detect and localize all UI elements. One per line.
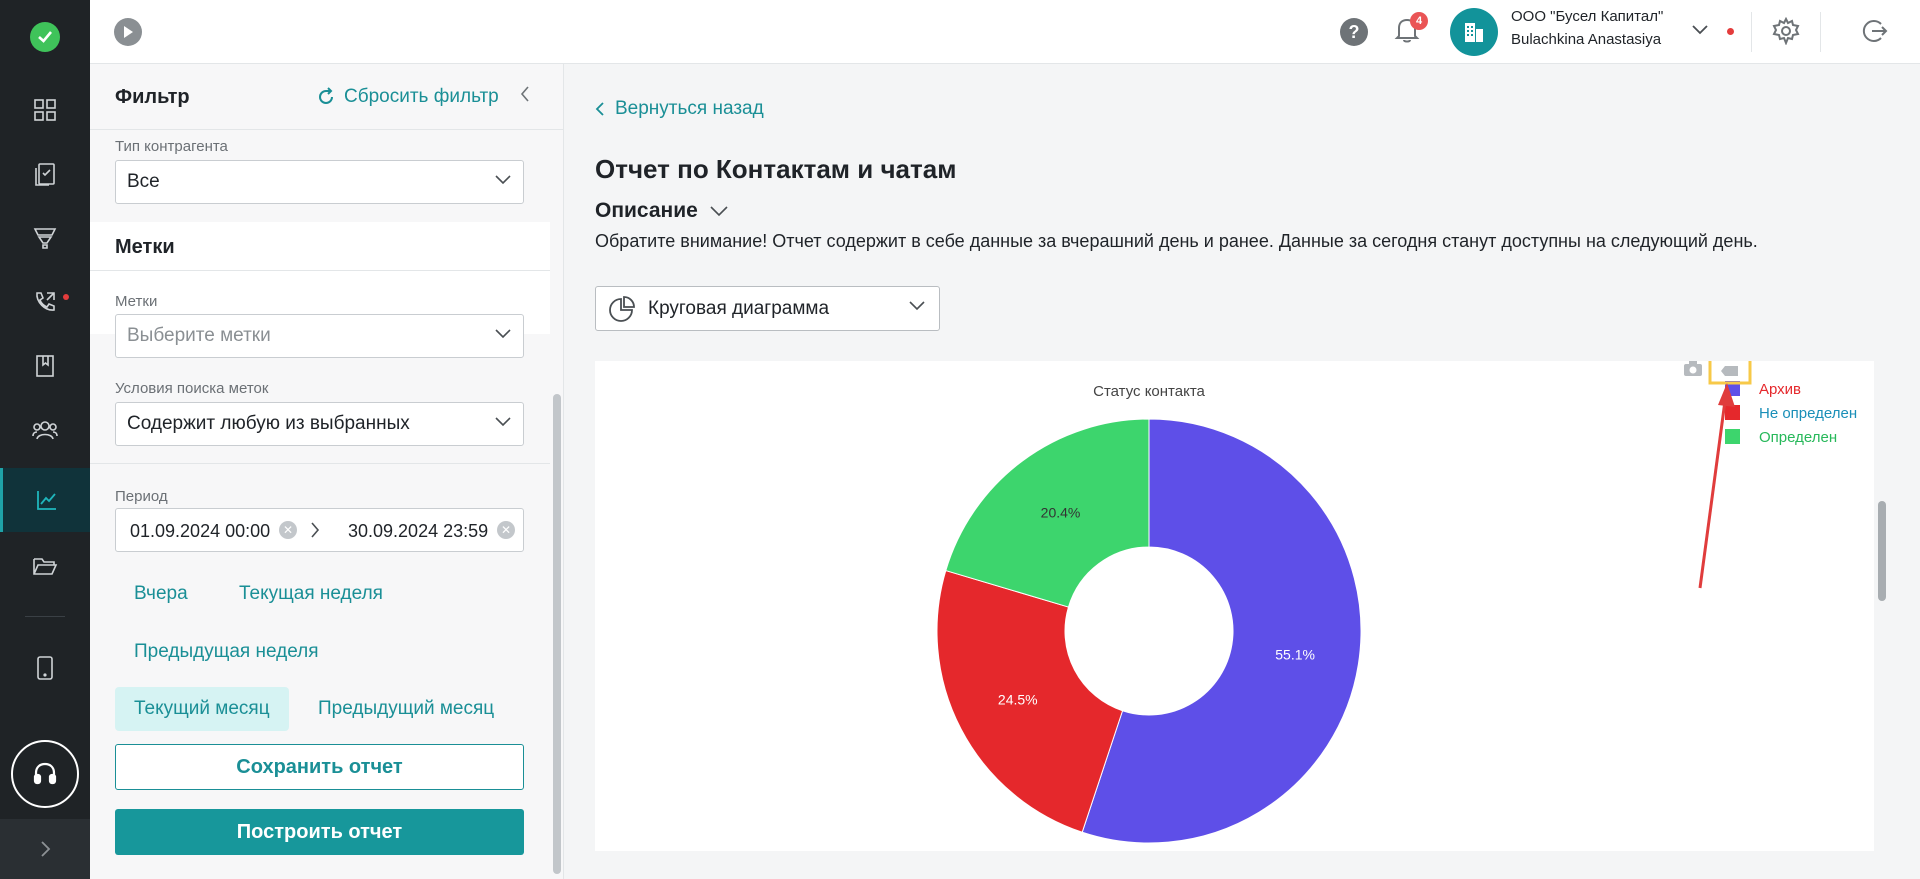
main-content: Вернуться назад Отчет по Контактам и чат… <box>565 64 1920 879</box>
chart-type-select[interactable]: Круговая диаграмма <box>595 286 940 331</box>
clear-from-icon[interactable]: ✕ <box>279 521 297 539</box>
slice-value-label: 20.4% <box>1041 504 1081 520</box>
filter-header: Фильтр Сбросить фильтр <box>90 64 564 130</box>
headset-icon[interactable] <box>11 740 79 808</box>
refresh-icon <box>319 87 333 104</box>
bell-icon[interactable]: 4 <box>1394 12 1428 48</box>
period-label: Период <box>115 488 168 505</box>
chart-card: Статус контакта 55.1% 24.5% 20.4% Архив Не … <box>595 347 1874 851</box>
reset-filter-button[interactable]: Сбросить фильтр <box>316 86 499 108</box>
annotation-arrow <box>1698 383 1735 589</box>
user-name[interactable]: Bulachkina Anastasiya <box>1511 31 1662 48</box>
rail-divider <box>25 616 65 617</box>
legend-swatch[interactable] <box>1725 405 1740 420</box>
tags-section-title: Метки <box>115 236 175 258</box>
tablet-icon[interactable] <box>0 636 90 700</box>
quick-period-yesterday[interactable]: Вчера <box>134 583 188 604</box>
counterparty-type-value: Все <box>127 171 160 192</box>
counterparty-type-label: Тип контрагента <box>115 138 228 155</box>
quick-period-current-month[interactable]: Текущий месяц <box>115 687 289 731</box>
legend-swatch[interactable] <box>1725 429 1740 444</box>
chevron-left-icon[interactable] <box>520 86 530 107</box>
company-name[interactable]: ООО "Бусел Капитал" <box>1511 8 1664 25</box>
section-divider <box>90 270 550 271</box>
camera-icon[interactable] <box>1684 361 1702 376</box>
users-icon[interactable] <box>0 398 90 462</box>
legend-label[interactable]: Архив <box>1759 381 1801 398</box>
chart-title: Статус контакта <box>1093 383 1205 400</box>
phone-icon[interactable] <box>0 270 90 334</box>
analytics-icon[interactable] <box>0 468 90 532</box>
help-icon[interactable]: ? <box>1340 18 1368 46</box>
folder-icon[interactable] <box>0 534 90 598</box>
clear-to-icon[interactable]: ✕ <box>497 521 515 539</box>
description-toggle[interactable]: Описание <box>595 199 728 223</box>
period-range-input[interactable]: 01.09.2024 00:00 ✕ 30.09.2024 23:59 ✕ <box>115 508 524 552</box>
chevron-right-icon <box>311 522 320 538</box>
dashboard-icon[interactable] <box>0 78 90 142</box>
topbar-divider <box>1820 12 1821 52</box>
logo-check-icon[interactable] <box>30 22 60 52</box>
chevron-down-icon <box>495 417 511 427</box>
filter-panel: Фильтр Сбросить фильтр Тип контрагента В… <box>90 64 564 879</box>
chevron-down-icon[interactable] <box>1692 22 1708 40</box>
logout-icon[interactable] <box>1860 17 1888 50</box>
quick-period-current-week[interactable]: Текущая неделя <box>239 583 383 604</box>
reset-filter-label: Сбросить фильтр <box>344 86 499 107</box>
counterparty-type-select[interactable]: Все <box>115 160 524 204</box>
tag-conditions-select[interactable]: Содержит любую из выбранных <box>115 402 524 446</box>
quick-period-previous-week[interactable]: Предыдущая неделя <box>134 641 319 662</box>
build-report-button[interactable]: Построить отчет <box>115 809 524 855</box>
tags-select[interactable]: Выберите метки <box>115 314 524 358</box>
missed-call-dot <box>63 294 69 300</box>
section-divider <box>90 463 550 464</box>
gear-icon[interactable] <box>1772 16 1800 50</box>
legend-label[interactable]: Не определен <box>1759 405 1857 422</box>
quick-period-previous-month[interactable]: Предыдущий месяц <box>318 698 495 719</box>
documents-icon[interactable] <box>0 142 90 206</box>
pie-slice[interactable] <box>945 418 1150 608</box>
description-label: Описание <box>595 199 698 222</box>
company-avatar[interactable] <box>1450 8 1498 56</box>
pie-slice[interactable] <box>1081 418 1362 844</box>
book-icon[interactable] <box>0 334 90 398</box>
back-link[interactable]: Вернуться назад <box>595 98 764 120</box>
tag-conditions-label: Условия поиска меток <box>115 380 269 397</box>
chevron-left-icon <box>595 102 604 116</box>
left-rail <box>0 0 90 879</box>
funnel-icon[interactable] <box>0 206 90 270</box>
chevron-down-icon <box>909 301 925 311</box>
chevron-down-icon <box>710 205 728 216</box>
tags-placeholder: Выберите метки <box>127 325 271 346</box>
slice-value-label: 55.1% <box>1275 647 1315 663</box>
chevron-down-icon <box>495 175 511 185</box>
play-icon[interactable] <box>114 18 142 46</box>
main-scrollbar[interactable] <box>1878 501 1886 601</box>
chevron-down-icon <box>495 329 511 339</box>
filter-title: Фильтр <box>115 86 190 108</box>
slice-value-label: 24.5% <box>998 691 1038 707</box>
back-label: Вернуться назад <box>615 98 764 119</box>
top-bar: ? 4 ООО "Бусел Капитал" Bulachkina Anast… <box>90 0 1920 64</box>
filter-scrollbar[interactable] <box>553 394 561 874</box>
pie-chart-icon <box>609 295 635 322</box>
tag-icon[interactable] <box>1721 366 1738 376</box>
topbar-divider <box>1751 12 1752 52</box>
page-title: Отчет по Контактам и чатам <box>595 154 957 184</box>
save-report-button[interactable]: Сохранить отчет <box>115 744 524 790</box>
status-dot <box>1727 28 1734 35</box>
report-notice: Обратите внимание! Отчет содержит в себе… <box>595 231 1758 251</box>
period-to[interactable]: 30.09.2024 23:59 <box>348 521 489 541</box>
pie-chart: Статус контакта 55.1% 24.5% 20.4% Архив Не … <box>936 347 1857 844</box>
tag-conditions-value: Содержит любую из выбранных <box>127 413 410 434</box>
legend-label[interactable]: Определен <box>1759 429 1837 446</box>
pie-slice[interactable] <box>936 569 1124 833</box>
tags-label: Метки <box>115 293 158 310</box>
chevron-right-icon[interactable] <box>0 819 90 879</box>
period-from[interactable]: 01.09.2024 00:00 <box>130 521 271 541</box>
notification-badge: 4 <box>1410 12 1428 30</box>
chart-type-value: Круговая диаграмма <box>648 297 830 319</box>
